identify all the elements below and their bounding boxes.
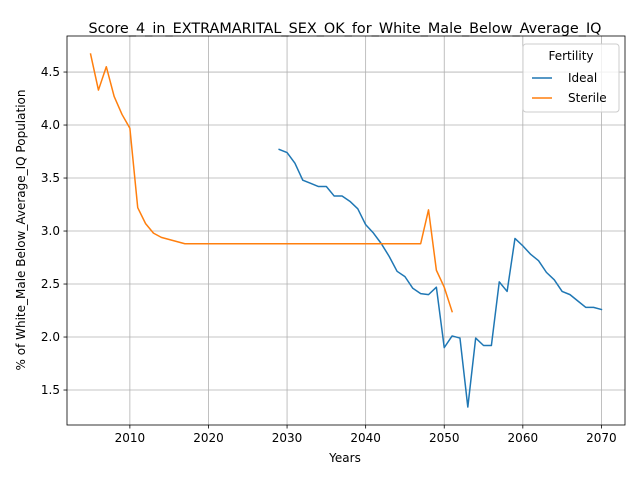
series-line-sterile — [89, 53, 454, 313]
x-tick-label: 2050 — [429, 431, 460, 445]
x-tick-label: 2020 — [193, 431, 224, 445]
legend-title: Fertility — [548, 49, 593, 63]
x-tick-label: 2010 — [115, 431, 146, 445]
x-axis-label: Years — [328, 451, 361, 465]
y-tick-label: 3.0 — [41, 224, 60, 238]
y-axis: 1.5 2.0 2.5 3.0 3.5 4.0 4.5 — [41, 65, 67, 397]
legend-label-ideal: Ideal — [568, 71, 597, 85]
y-tick-label: 2.5 — [41, 277, 60, 291]
legend-box — [522, 43, 620, 113]
chart-title: Score_4_in_EXTRAMARITAL_SEX_OK_for_White… — [88, 21, 601, 37]
x-tick-label: 2040 — [350, 431, 381, 445]
x-tick-label: 2030 — [272, 431, 303, 445]
y-tick-label: 1.5 — [41, 383, 60, 397]
series-line-ideal — [278, 148, 603, 408]
y-tick-label: 4.0 — [41, 118, 60, 132]
x-tick-label: 2060 — [508, 431, 539, 445]
x-axis: 2010 2020 2030 2040 2050 2060 2070 — [115, 425, 617, 445]
y-axis-label: % of White_Male Below_Average_IQ Populat… — [14, 90, 28, 371]
y-tick-label: 3.5 — [41, 171, 60, 185]
legend-label-sterile: Sterile — [568, 91, 607, 105]
legend: Fertility Ideal Sterile — [522, 43, 620, 113]
y-tick-label: 2.0 — [41, 330, 60, 344]
series-layer — [89, 53, 603, 408]
plot-frame — [66, 35, 626, 426]
x-tick-label: 2070 — [586, 431, 617, 445]
y-tick-label: 4.5 — [41, 65, 60, 79]
